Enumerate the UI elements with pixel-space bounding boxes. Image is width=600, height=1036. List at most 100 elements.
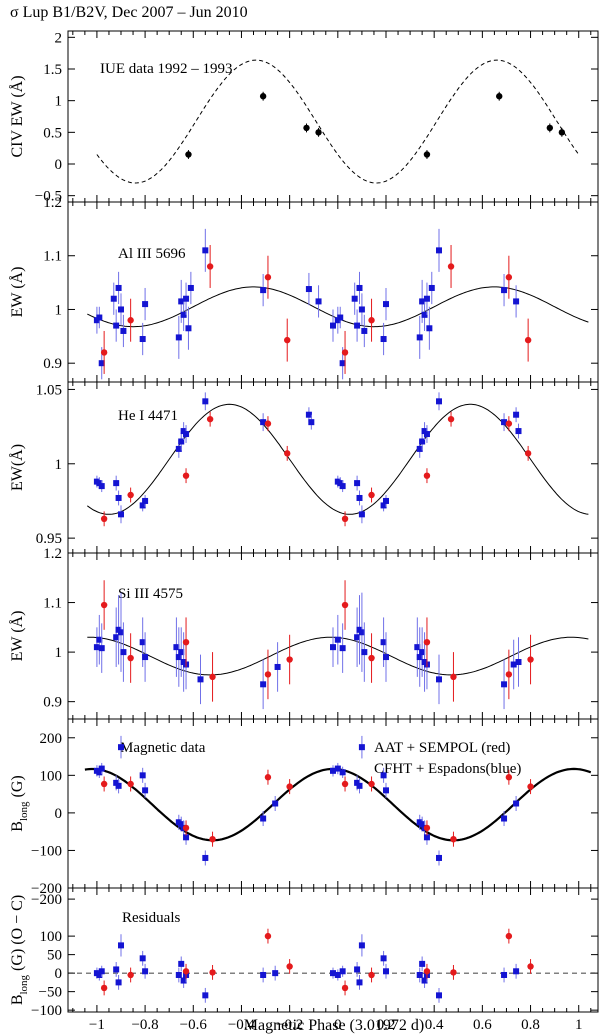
data-point-circle — [341, 515, 349, 522]
data-point-square — [334, 636, 341, 643]
data-point-square — [142, 968, 149, 975]
data-point-circle — [505, 274, 513, 281]
data-point-square — [202, 992, 209, 999]
data-point-square — [356, 284, 363, 291]
data-point-square — [501, 681, 508, 688]
data-point-circle — [127, 491, 134, 499]
data-point-square — [180, 311, 187, 318]
data-point-square — [423, 295, 430, 302]
panel-aliii: 1.2 1.1 1 0.9 EW (Å) Al III 5696 — [8, 195, 599, 383]
plot-frame — [67, 887, 599, 1013]
data-point-square — [513, 298, 520, 305]
data-point-square — [202, 398, 209, 405]
data-point-square — [354, 779, 361, 786]
data-point-square — [354, 480, 361, 487]
data-point-square — [260, 419, 267, 426]
panel-label: Si III 4575 — [118, 586, 183, 602]
data-point-circle — [315, 129, 322, 136]
y-axis-label: EW (Å) — [8, 611, 26, 662]
data-point-square — [358, 744, 365, 751]
data-point-circle — [182, 968, 190, 975]
data-point-square — [115, 494, 122, 501]
data-point-square — [139, 772, 146, 779]
data-point-square — [96, 314, 103, 321]
data-point-square — [380, 336, 387, 343]
x-tick-label: 0.4 — [425, 1017, 444, 1033]
data-point-square — [110, 295, 117, 302]
data-point-square — [139, 336, 146, 343]
y-axis-label: CIV EW (Å) — [8, 75, 26, 157]
data-point-circle — [100, 515, 108, 522]
data-point-square — [118, 511, 124, 518]
data-point-circle — [264, 274, 272, 281]
data-point-circle — [286, 963, 293, 970]
data-point-circle — [341, 601, 349, 609]
y-tick-label: −0.5 — [35, 189, 62, 205]
data-point-square — [113, 480, 120, 487]
model-curve — [96, 59, 580, 184]
data-point-square — [113, 779, 120, 786]
data-point-square — [115, 782, 122, 789]
plot-frame — [67, 30, 599, 203]
data-point-square — [339, 645, 346, 652]
data-point-circle — [505, 420, 513, 427]
panel-label: He I 4471 — [118, 408, 178, 424]
data-point-square — [142, 301, 149, 308]
data-point-square — [178, 298, 185, 305]
panel-label: Al III 5696 — [118, 246, 186, 262]
data-point-circle — [286, 656, 293, 663]
data-point-square — [513, 800, 520, 807]
data-point-square — [361, 327, 368, 334]
data-point-square — [260, 971, 267, 978]
data-point-square — [515, 428, 522, 435]
data-point-circle — [423, 824, 431, 832]
data-point-square — [175, 971, 182, 978]
data-point-square — [178, 821, 185, 828]
y-tick-label: 1.1 — [43, 249, 62, 265]
data-point-square — [383, 968, 389, 975]
data-point-square — [305, 411, 312, 418]
data-point-square — [113, 966, 120, 973]
data-point-square — [139, 955, 146, 962]
data-point-square — [426, 325, 433, 332]
data-point-circle — [447, 263, 455, 270]
x-tick-label: −1 — [89, 1017, 105, 1033]
data-point-square — [139, 502, 146, 509]
legend-entry: CFHT + Espadons(blue) — [374, 761, 521, 777]
data-point-square — [339, 360, 346, 367]
data-point-square — [515, 659, 522, 666]
data-point-square — [358, 511, 365, 518]
data-point-square — [187, 284, 194, 291]
data-point-square — [380, 502, 387, 509]
data-point-circle — [127, 971, 134, 979]
data-point-square — [419, 821, 426, 828]
data-point-square — [175, 654, 182, 661]
y-axis-label: Blong (G) — [9, 775, 30, 831]
data-point-circle — [206, 263, 214, 270]
data-point-square — [98, 360, 105, 367]
data-point-square — [358, 306, 365, 313]
data-point-circle — [368, 654, 375, 662]
x-tick-label: 0.8 — [521, 1017, 540, 1033]
data-point-square — [305, 286, 312, 293]
data-point-square — [142, 654, 149, 661]
data-point-square — [185, 325, 192, 332]
data-point-square — [113, 322, 120, 329]
data-point-square — [380, 955, 387, 962]
x-tick-label: −0.6 — [180, 1017, 208, 1033]
data-point-circle — [423, 472, 431, 479]
data-point-circle — [558, 129, 566, 136]
data-point-circle — [127, 317, 134, 324]
data-point-circle — [423, 151, 431, 158]
y-tick-label: 50 — [47, 948, 62, 964]
data-point-square — [260, 681, 267, 688]
y-tick-label: −50 — [39, 985, 62, 1001]
data-point-square — [330, 322, 336, 329]
data-point-circle — [264, 774, 272, 781]
data-point-square — [436, 676, 442, 683]
y-tick-label: −100 — [31, 843, 62, 859]
data-point-square — [202, 247, 209, 254]
data-point-square — [354, 322, 361, 329]
data-point-square — [98, 765, 105, 772]
data-point-square — [339, 769, 346, 776]
